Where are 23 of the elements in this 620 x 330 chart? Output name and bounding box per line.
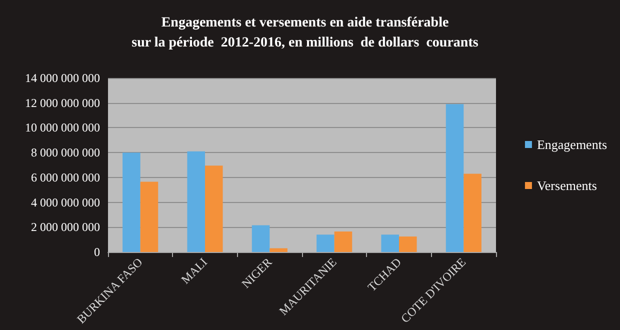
bar	[316, 234, 334, 252]
y-tick-label: 12 000 000 000	[25, 96, 100, 110]
y-tick-label: 6 000 000 000	[31, 170, 100, 184]
bar	[446, 104, 464, 252]
bar	[187, 151, 205, 252]
bar	[252, 225, 270, 252]
y-tick-label: 8 000 000 000	[31, 146, 100, 160]
bar	[270, 248, 288, 252]
bar	[140, 182, 158, 252]
bar	[205, 166, 223, 252]
bar	[334, 231, 352, 252]
y-tick-label: 4 000 000 000	[31, 195, 100, 210]
y-tick-label: 10 000 000 000	[25, 120, 100, 135]
y-tick-label: 14 000 000 000	[25, 71, 100, 85]
y-tick-label: 0	[94, 245, 100, 259]
legend-label: Versements	[536, 178, 597, 193]
bar	[122, 152, 140, 252]
y-tick-label: 2 000 000 000	[31, 220, 100, 234]
chart-title: Engagements et versements en aide transférable sur la période 2012-2016, en millions de dollars courants	[132, 16, 479, 50]
legend-label: Engagements	[536, 137, 608, 152]
bar	[399, 236, 417, 252]
bar	[381, 234, 399, 252]
bar	[464, 174, 482, 252]
